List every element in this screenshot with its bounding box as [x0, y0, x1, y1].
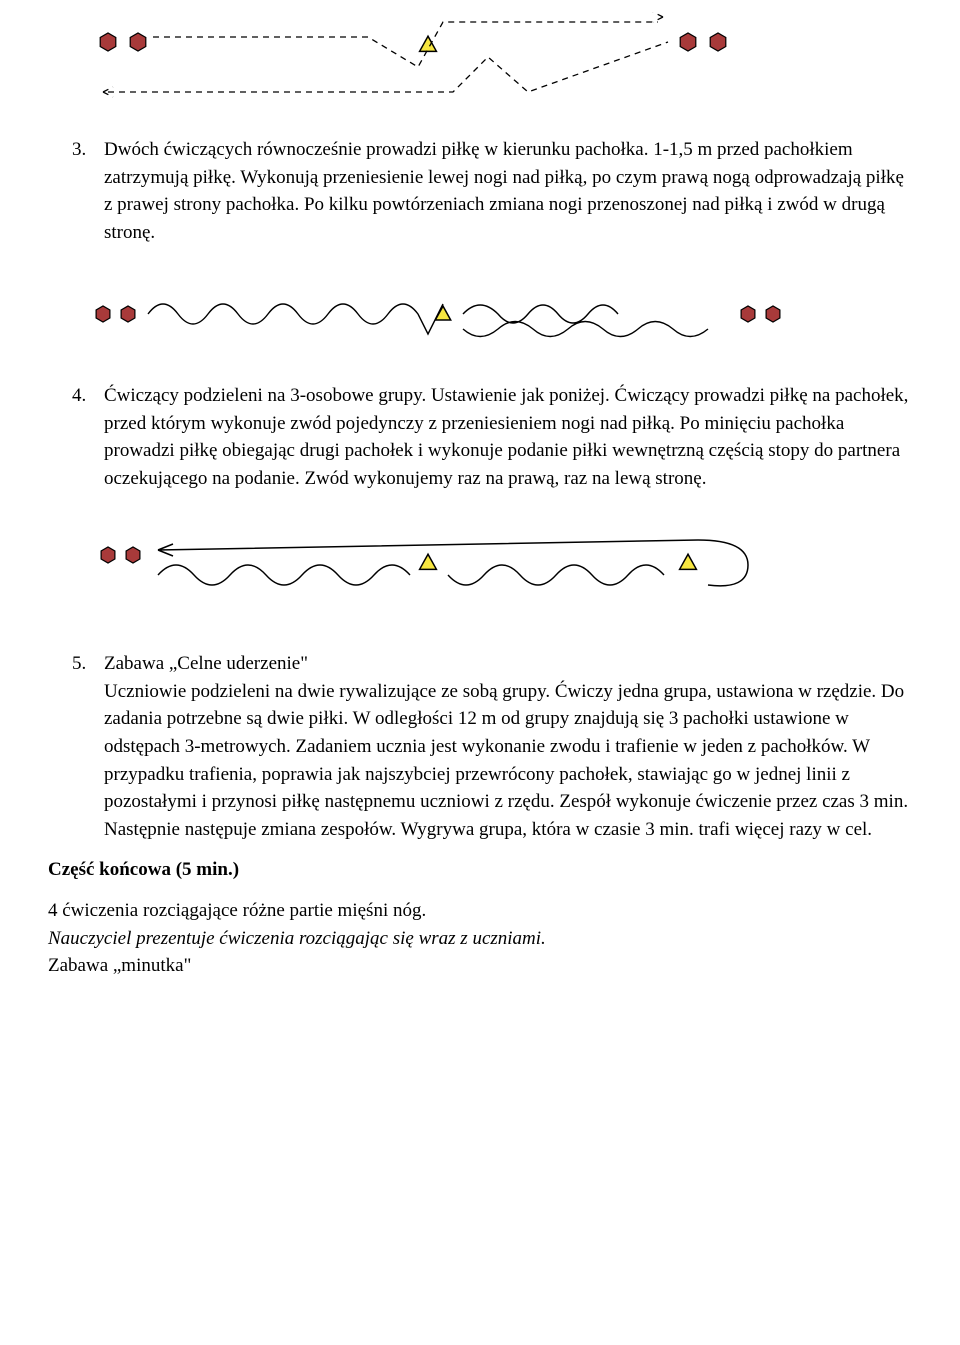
- exercise-text: Ćwiczący podzieleni na 3-osobowe grupy. …: [104, 385, 908, 489]
- closing-heading: Część końcowa (5 min.): [48, 859, 912, 881]
- exercise-number: 4.: [72, 382, 86, 410]
- exercise-4: 4. Ćwiczący podzieleni na 3-osobowe grup…: [104, 382, 912, 492]
- exercise-title: Zabawa „Celne uderzenie": [104, 653, 308, 674]
- diagram-2: [48, 274, 912, 354]
- exercise-text: Dwóch ćwiczących równocześnie prowadzi p…: [104, 139, 904, 243]
- closing-line-2: Nauczyciel prezentuje ćwiczenia rozciąga…: [48, 925, 912, 953]
- exercise-number: 3.: [72, 136, 86, 164]
- exercise-text: Uczniowie podzieleni na dwie rywalizując…: [104, 681, 908, 840]
- exercise-5: 5. Zabawa „Celne uderzenie" Uczniowie po…: [104, 650, 912, 843]
- exercise-number: 5.: [72, 650, 86, 678]
- diagram-1: [48, 12, 912, 112]
- closing-line-1: 4 ćwiczenia rozciągające różne partie mi…: [48, 897, 912, 925]
- closing-line-3: Zabawa „minutka": [48, 952, 912, 980]
- exercise-3: 3. Dwóch ćwiczących równocześnie prowadz…: [104, 136, 912, 246]
- diagram-3: [48, 520, 912, 610]
